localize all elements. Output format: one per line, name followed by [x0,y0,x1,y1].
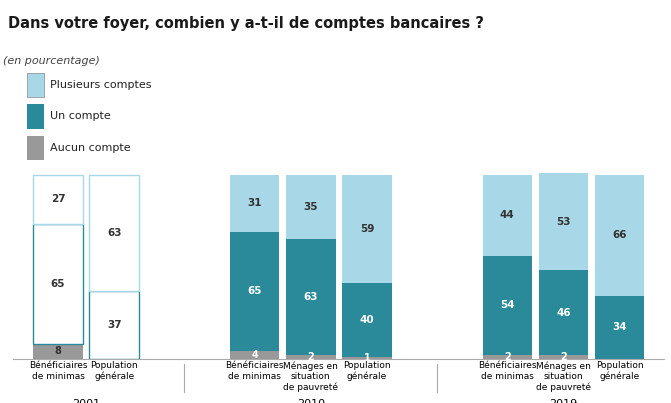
Text: Plusieurs comptes: Plusieurs comptes [50,80,152,90]
Bar [595,174,644,296]
Bar [286,355,336,359]
Text: 2001: 2001 [72,399,100,403]
Text: 27: 27 [51,195,65,204]
Text: 63: 63 [303,292,318,302]
Bar [342,357,392,359]
Bar [34,344,83,359]
Text: 46: 46 [556,307,571,318]
Text: 63: 63 [107,228,121,238]
Text: 4: 4 [251,350,258,360]
Text: 2: 2 [504,352,511,362]
Bar [539,270,588,355]
Text: 54: 54 [500,300,515,310]
FancyBboxPatch shape [27,73,44,97]
Text: Un compte: Un compte [50,112,111,121]
Bar [89,174,139,291]
Bar [342,174,392,283]
Bar [34,224,83,344]
Bar [286,239,336,355]
Bar [482,256,532,355]
Text: 1: 1 [364,353,370,363]
Bar [539,173,588,270]
Text: (en pourcentage): (en pourcentage) [3,56,100,66]
Text: Dans votre foyer, combien y a-t-il de comptes bancaires ?: Dans votre foyer, combien y a-t-il de co… [8,16,484,31]
Bar [230,351,279,359]
Text: 2: 2 [307,352,314,362]
Text: 2010: 2010 [297,399,325,403]
Bar [230,174,279,232]
FancyBboxPatch shape [27,136,44,160]
Text: 37: 37 [107,320,121,330]
Text: 53: 53 [556,216,571,226]
Text: 34: 34 [613,322,627,332]
Text: 2019: 2019 [550,399,578,403]
Bar [89,291,139,359]
Text: 8: 8 [54,346,62,356]
Text: 40: 40 [360,315,374,325]
Bar [539,355,588,359]
Bar [482,174,532,256]
FancyBboxPatch shape [27,104,44,129]
Text: 65: 65 [248,287,262,297]
Text: 31: 31 [248,198,262,208]
Text: Aucun compte: Aucun compte [50,143,131,153]
Bar [286,174,336,239]
Bar [482,355,532,359]
Text: 35: 35 [303,202,318,212]
Text: 66: 66 [613,231,627,240]
Text: 44: 44 [500,210,515,220]
Text: 59: 59 [360,224,374,234]
Text: 2: 2 [560,352,567,362]
Bar [342,283,392,357]
Bar [230,232,279,351]
Bar [34,174,83,224]
Text: 65: 65 [51,279,65,289]
Bar [595,296,644,359]
